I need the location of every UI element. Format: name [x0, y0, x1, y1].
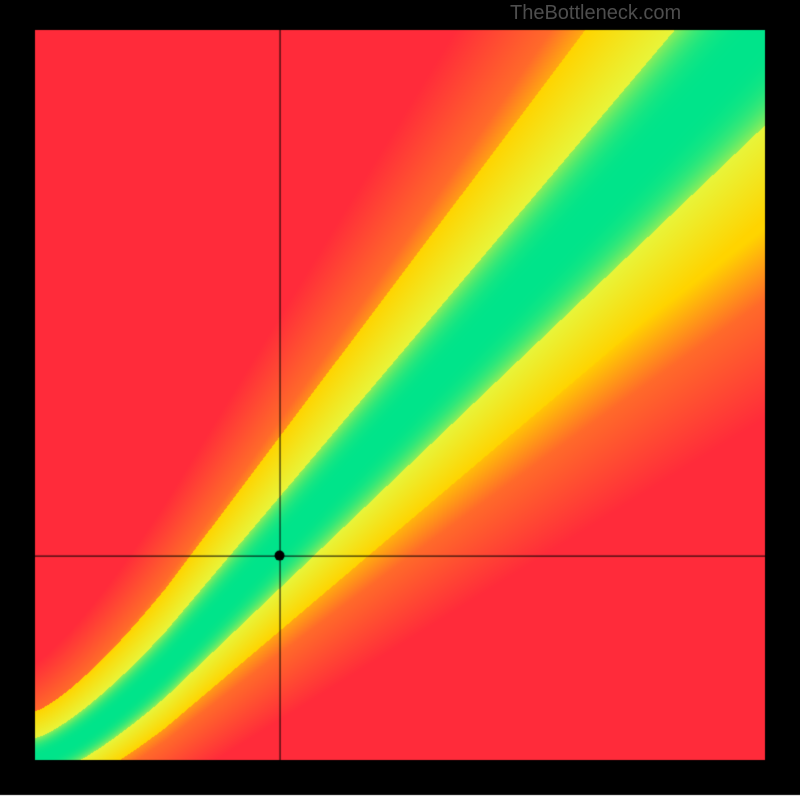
bottleneck-heatmap-canvas — [0, 0, 800, 800]
attribution-label: TheBottleneck.com — [510, 2, 681, 25]
